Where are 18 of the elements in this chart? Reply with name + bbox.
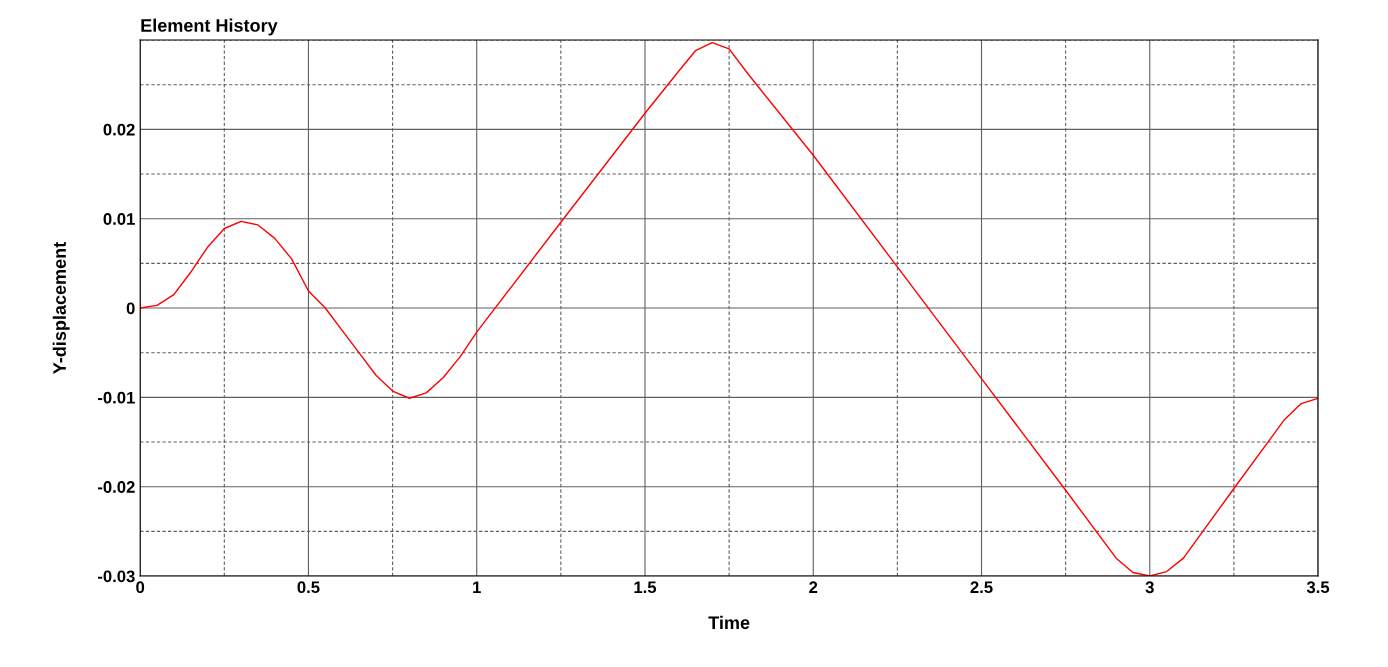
line-series	[140, 42, 1319, 577]
x-tick-label: 1.5	[634, 581, 657, 594]
y-tick-label: 0.02	[103, 123, 135, 136]
y-tick-label: 0	[126, 302, 135, 315]
y-tick-label: 0.01	[103, 213, 135, 225]
chart-title: Element History	[141, 18, 278, 36]
x-tick-label: 3.5	[1306, 581, 1330, 594]
x-tick-label: 2.5	[970, 581, 993, 594]
y-tick-label: -0.03	[97, 570, 135, 583]
x-axis-title: Time	[708, 615, 750, 630]
y-tick-label: -0.01	[97, 391, 135, 404]
y-tick-label: -0.02	[97, 481, 135, 493]
x-tick-label: 0	[136, 581, 145, 594]
x-tick-label: 3	[1145, 581, 1154, 594]
x-tick-label: 0.5	[297, 581, 320, 594]
x-tick-label: 1	[473, 581, 481, 593]
y-axis-title: Y-displacement	[52, 242, 70, 374]
x-tick-label: 2	[809, 581, 818, 593]
